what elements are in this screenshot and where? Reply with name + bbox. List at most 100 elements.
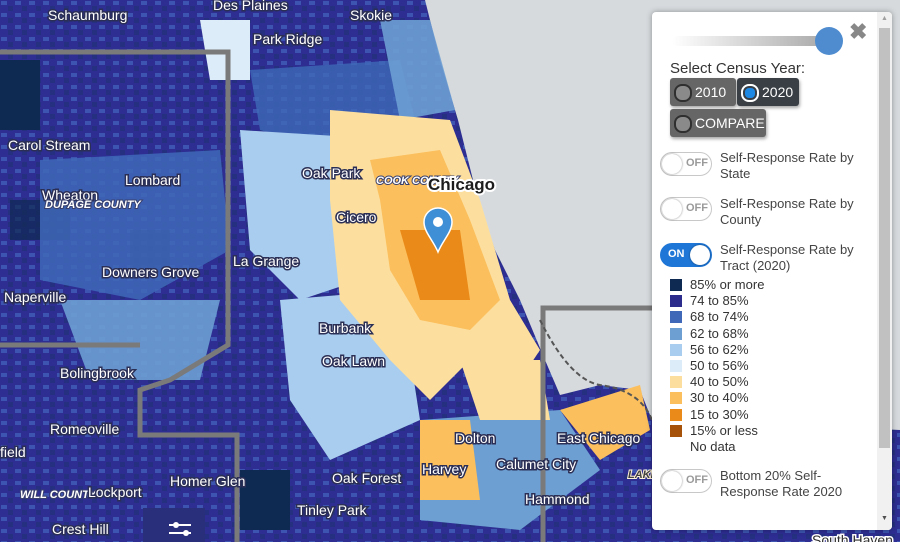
year-option-2020[interactable]: 2020	[737, 78, 799, 106]
legend-swatch	[670, 311, 682, 324]
scroll-thumb[interactable]	[879, 28, 890, 448]
legend-swatch	[670, 359, 682, 372]
state-line	[539, 319, 653, 421]
legend-label: 68 to 74%	[690, 309, 749, 325]
layer-label-bottom20: Bottom 20% Self-Response Rate 2020	[720, 468, 843, 499]
place-label: Oak Lawn	[322, 353, 385, 369]
legend-swatch	[670, 392, 682, 405]
legend-label: 30 to 40%	[690, 390, 749, 406]
legend-swatch	[670, 424, 682, 437]
place-label: Naperville	[4, 289, 66, 305]
census-year-title: Select Census Year:	[670, 60, 806, 77]
radio-icon	[674, 84, 692, 102]
place-label: Wheaton	[42, 187, 98, 203]
tract-block	[240, 470, 290, 530]
toggle-state-text: OFF	[686, 202, 708, 214]
place-label: Park Ridge	[253, 31, 322, 47]
place-label: La Grange	[233, 253, 299, 269]
place-label: Schaumburg	[48, 7, 127, 23]
legend-label: 40 to 50%	[690, 374, 749, 390]
legend-swatch	[670, 376, 682, 389]
legend-swatch	[670, 279, 682, 291]
slider-line	[169, 532, 191, 534]
place-label: Skokie	[350, 7, 392, 23]
scroll-down-arrow-icon[interactable]: ▼	[881, 515, 888, 522]
place-label: Calumet City	[496, 456, 576, 472]
location-pin-icon[interactable]	[423, 207, 453, 254]
year-option-label: 2010	[695, 84, 727, 100]
legend-swatch	[670, 343, 682, 356]
year-option-label: 2020	[762, 84, 794, 100]
tract-region	[420, 420, 480, 500]
place-label: Chicago	[428, 175, 495, 194]
scroll-up-arrow-icon[interactable]: ▲	[881, 15, 888, 22]
place-label: Downers Grove	[102, 264, 199, 280]
year-option-2010[interactable]: 2010	[670, 78, 736, 106]
legend-label: 74 to 85%	[690, 293, 749, 309]
place-label: Homer Glen	[170, 473, 245, 489]
place-label: WILL COUNTY	[20, 489, 98, 501]
toggle-bottom20-layer[interactable]: OFF	[660, 469, 712, 493]
place-label: East Chicago	[557, 430, 640, 446]
place-label: Lockport	[88, 484, 142, 500]
tract-region	[40, 150, 230, 300]
tract-region	[560, 385, 650, 460]
tract-region	[60, 300, 220, 380]
opacity-slider-track[interactable]	[672, 36, 832, 46]
place-label: Oak Forest	[332, 470, 401, 486]
place-label: LAKE	[628, 469, 659, 481]
county-line	[0, 49, 240, 542]
tract-region	[400, 230, 470, 300]
place-label: Hammond	[525, 491, 590, 507]
place-label: Oak Park	[302, 165, 361, 181]
toggle-knob	[690, 245, 710, 265]
place-label: Carol Stream	[8, 137, 90, 153]
toggle-tract-layer[interactable]: ON	[660, 243, 712, 267]
opacity-slider-thumb[interactable]	[815, 27, 843, 55]
legend-label: 62 to 68%	[690, 325, 749, 341]
legend-label: 56 to 62%	[690, 341, 749, 357]
place-label: Lombard	[125, 172, 180, 188]
legend-label: 85% or more	[690, 277, 765, 292]
toggle-state-layer[interactable]: OFF	[660, 152, 712, 176]
place-label: Des Plaines	[213, 0, 288, 13]
toggle-knob	[662, 154, 682, 174]
legend-swatch	[670, 295, 682, 308]
place-label: South Haven	[812, 532, 893, 542]
radio-icon	[674, 115, 692, 133]
legend-swatch	[670, 327, 682, 340]
tract-region	[460, 360, 550, 420]
toggle-knob	[662, 199, 682, 219]
place-label: COOK COUNTY	[376, 175, 460, 187]
place-label: field	[0, 444, 26, 460]
legend-swatch	[670, 408, 682, 421]
close-icon[interactable]: ✖	[849, 19, 868, 44]
year-option-label: COMPARE	[695, 115, 765, 131]
legend-label: No data	[690, 438, 736, 454]
tract-block	[0, 60, 40, 130]
place-label: Dolton	[455, 430, 495, 446]
place-label: DUPAGE COUNTY	[45, 199, 142, 211]
legend-label: 50 to 56%	[690, 357, 749, 373]
place-label: Tinley Park	[297, 502, 368, 518]
panel-scrollbar[interactable]: ▲ ▼	[877, 12, 892, 530]
tract-region	[380, 20, 455, 120]
slider-line	[169, 524, 191, 526]
legend-label: 15 to 30%	[690, 406, 749, 422]
legend-label: 15% or less	[690, 422, 758, 438]
toggle-state-text: OFF	[686, 157, 708, 169]
place-label: Cicero	[336, 209, 377, 225]
partial-input-field[interactable]	[670, 511, 860, 530]
layer-label-county: Self-Response Rate by County	[720, 196, 854, 227]
sliders-icon[interactable]	[143, 508, 205, 542]
layer-panel-content: ✖ Select Census Year: 2010 2020 COMPARE …	[652, 12, 876, 530]
toggle-county-layer[interactable]: OFF	[660, 197, 712, 221]
radio-icon	[741, 84, 759, 102]
toggle-knob	[662, 471, 682, 491]
place-label: Burbank	[319, 320, 372, 336]
layer-label-state: Self-Response Rate by State	[720, 150, 854, 181]
place-label: Crest Hill	[52, 521, 109, 537]
year-option-compare[interactable]: COMPARE	[670, 109, 766, 137]
layer-label-tract: Self-Response Rate by Tract (2020)	[720, 242, 854, 273]
